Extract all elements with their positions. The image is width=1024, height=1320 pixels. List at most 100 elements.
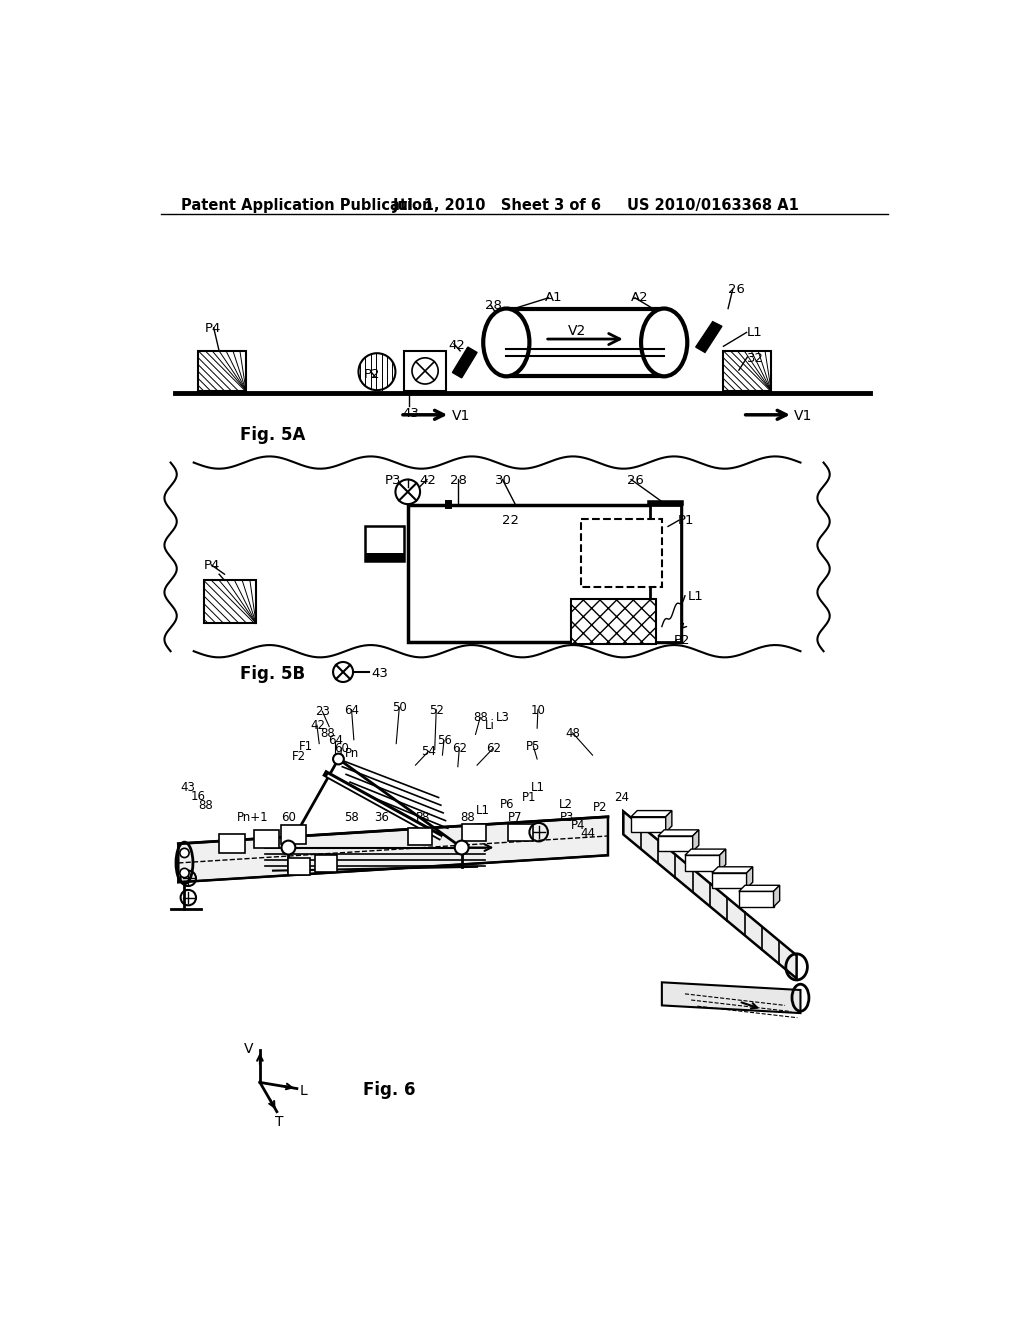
Text: P2: P2 <box>364 368 380 381</box>
Polygon shape <box>720 849 726 871</box>
Text: 62: 62 <box>453 742 467 755</box>
Text: US 2010/0163368 A1: US 2010/0163368 A1 <box>628 198 799 214</box>
Bar <box>462 825 486 841</box>
Polygon shape <box>666 810 672 832</box>
Polygon shape <box>685 849 726 855</box>
Text: Pn+1: Pn+1 <box>237 812 268 825</box>
Text: 22: 22 <box>503 515 519 527</box>
Text: T: T <box>274 1114 284 1129</box>
Text: L2: L2 <box>559 797 572 810</box>
Bar <box>506 309 665 376</box>
Polygon shape <box>624 812 797 978</box>
Polygon shape <box>712 867 753 873</box>
Text: Fig. 6: Fig. 6 <box>364 1081 416 1098</box>
Bar <box>571 599 655 644</box>
Text: P1: P1 <box>521 792 537 804</box>
Text: V1: V1 <box>452 409 470 422</box>
Text: 28: 28 <box>484 298 502 312</box>
Text: A2: A2 <box>631 290 648 304</box>
Text: L3: L3 <box>497 711 510 725</box>
Circle shape <box>180 849 189 858</box>
Text: 62: 62 <box>486 742 502 755</box>
Bar <box>254 830 280 849</box>
Bar <box>712 873 746 888</box>
Text: P7: P7 <box>508 812 522 825</box>
Bar <box>631 817 666 832</box>
Text: 32: 32 <box>746 352 764 366</box>
Bar <box>281 825 306 843</box>
Ellipse shape <box>483 309 529 376</box>
Bar <box>658 836 692 851</box>
Bar <box>366 527 403 561</box>
Text: F1: F1 <box>298 739 312 752</box>
Text: 36: 36 <box>374 812 389 825</box>
Text: 60: 60 <box>282 812 296 825</box>
Polygon shape <box>658 830 698 836</box>
Text: 43: 43 <box>180 780 196 793</box>
Text: 42: 42 <box>419 474 436 487</box>
Polygon shape <box>662 982 801 1014</box>
Bar <box>724 351 771 391</box>
Text: 48: 48 <box>565 726 581 739</box>
Text: Fig. 5B: Fig. 5B <box>240 665 305 682</box>
Text: 43: 43 <box>372 667 388 680</box>
Text: Fig. 5A: Fig. 5A <box>240 425 305 444</box>
Text: 60: 60 <box>335 742 349 755</box>
Text: P4: P4 <box>571 818 586 832</box>
Text: 88: 88 <box>473 711 488 725</box>
Text: 88: 88 <box>199 799 213 812</box>
Bar <box>685 855 720 871</box>
Polygon shape <box>746 867 753 888</box>
Text: 50: 50 <box>392 701 408 714</box>
Bar <box>366 553 403 561</box>
Text: L1: L1 <box>531 780 545 793</box>
Text: P4: P4 <box>205 322 221 335</box>
Text: 52: 52 <box>429 704 444 717</box>
Circle shape <box>333 754 344 764</box>
Text: P6: P6 <box>500 797 515 810</box>
Text: 10: 10 <box>531 704 546 717</box>
Text: V2: V2 <box>568 323 587 338</box>
Text: P3: P3 <box>385 474 401 487</box>
Bar <box>650 506 681 642</box>
Bar <box>289 858 310 875</box>
Circle shape <box>180 869 189 878</box>
Text: P4: P4 <box>204 558 220 572</box>
Text: 26: 26 <box>728 284 744 296</box>
Bar <box>199 351 246 391</box>
Text: 88: 88 <box>460 812 475 825</box>
Text: 30: 30 <box>495 474 512 487</box>
Text: 23: 23 <box>315 705 330 718</box>
Text: 58: 58 <box>345 812 359 825</box>
Text: 64: 64 <box>345 704 359 717</box>
Text: L1: L1 <box>688 590 703 603</box>
Polygon shape <box>692 830 698 851</box>
Text: 43: 43 <box>402 407 419 420</box>
Circle shape <box>282 841 295 854</box>
Bar <box>204 581 256 623</box>
Text: 46: 46 <box>637 812 652 825</box>
Text: L1: L1 <box>475 804 489 817</box>
Text: Patent Application Publication: Patent Application Publication <box>180 198 432 214</box>
Text: Jul. 1, 2010   Sheet 3 of 6: Jul. 1, 2010 Sheet 3 of 6 <box>392 198 601 214</box>
Text: 42: 42 <box>310 719 325 733</box>
Text: L1: L1 <box>746 326 762 339</box>
Text: A1: A1 <box>545 290 562 304</box>
Text: P3: P3 <box>560 812 574 825</box>
Polygon shape <box>453 347 477 378</box>
Polygon shape <box>773 886 779 907</box>
Text: 24: 24 <box>614 792 629 804</box>
Text: V1: V1 <box>795 409 813 422</box>
Bar <box>219 834 245 853</box>
Text: 16: 16 <box>190 789 206 803</box>
Text: F2: F2 <box>292 750 306 763</box>
Polygon shape <box>178 817 608 882</box>
Bar <box>739 891 773 907</box>
Circle shape <box>455 841 469 854</box>
Text: L: L <box>300 1084 307 1098</box>
Text: 26: 26 <box>628 474 644 487</box>
Bar <box>403 351 446 391</box>
Text: V: V <box>245 1043 254 1056</box>
Text: 28: 28 <box>451 474 467 487</box>
Ellipse shape <box>641 309 687 376</box>
